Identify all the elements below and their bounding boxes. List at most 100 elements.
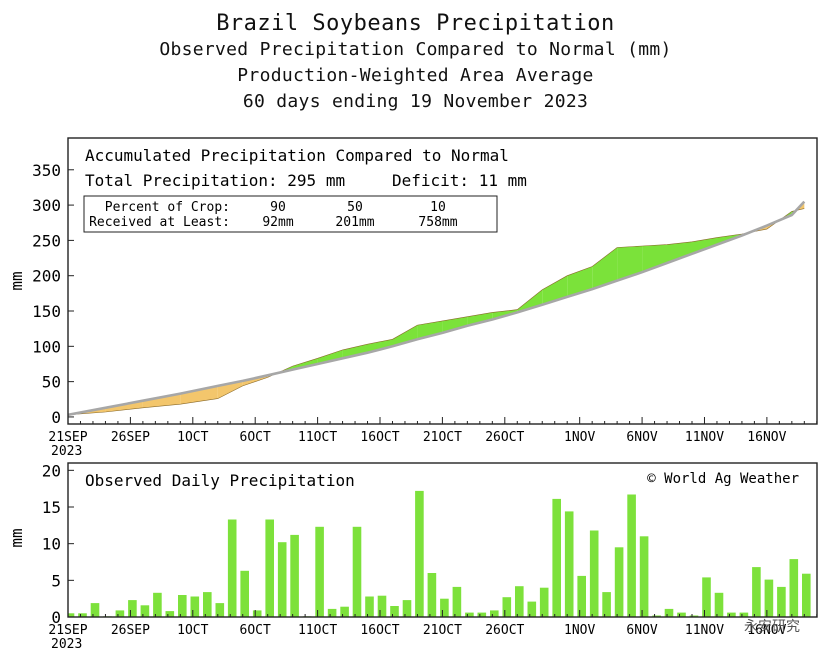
daily-precip-bar	[602, 592, 611, 617]
daily-precip-bar	[764, 579, 774, 617]
daily-precip-bar	[564, 511, 574, 617]
daily-precip-bar	[277, 542, 287, 617]
top-x-tick-label: 26SEP	[111, 430, 150, 445]
daily-precip-bar	[477, 612, 487, 617]
bottom-x-tick-label: 21SEP	[48, 623, 87, 638]
top-x-tick-label: 6OCT	[240, 430, 271, 445]
received-value-3: 758mm	[418, 215, 457, 230]
chart-title: Brazil Soybeans Precipitation	[216, 11, 615, 36]
daily-precip-bar	[252, 610, 262, 617]
daily-precip-bar	[78, 613, 87, 617]
daily-precip-bar	[265, 519, 274, 617]
daily-precip-bar	[377, 595, 387, 617]
daily-precip-bar	[465, 612, 474, 617]
bottom-y-tick-label: 0	[51, 608, 61, 627]
surplus-area	[292, 358, 318, 370]
crop-value-10: 10	[430, 200, 446, 215]
bottom-x-tick-label: 26SEP	[111, 623, 150, 638]
chart-subtitle-1: Observed Precipitation Compared to Norma…	[159, 39, 672, 60]
top-panel-title: Accumulated Precipitation Compared to No…	[85, 146, 509, 165]
daily-precip-bar	[527, 601, 537, 617]
daily-precip-bar	[552, 498, 561, 617]
crop-value-90: 90	[270, 200, 286, 215]
observed-line	[68, 208, 805, 416]
surplus-area	[342, 344, 368, 359]
daily-precip-bar	[652, 615, 661, 617]
top-x-tick-label: 1OCT	[177, 430, 208, 445]
surplus-area	[567, 266, 593, 297]
bottom-x-tick-label: 11NOV	[685, 623, 724, 638]
surplus-area	[692, 237, 717, 254]
deficit-area	[142, 393, 181, 408]
top-y-axis-label: mm	[7, 271, 26, 290]
daily-precip-bar	[752, 567, 761, 617]
top-x-tick-label: 26OCT	[485, 430, 524, 445]
daily-precip-bar	[664, 608, 674, 617]
daily-precip-bar	[390, 606, 399, 617]
daily-precip-bar	[90, 603, 100, 617]
daily-precip-bar	[440, 598, 449, 617]
bottom-x-year-label: 2023	[51, 637, 82, 652]
daily-precip-bar	[577, 575, 586, 617]
bottom-y-tick-label: 5	[51, 571, 61, 590]
daily-precip-bar	[365, 596, 374, 617]
daily-precip-bar	[203, 592, 212, 617]
daily-precip-bar	[227, 519, 237, 617]
daily-precip-bar	[290, 534, 299, 617]
surplus-area	[667, 241, 692, 263]
bottom-y-tick-label: 10	[42, 535, 61, 554]
bottom-y-axis-label: mm	[7, 528, 26, 547]
bottom-x-tick-label: 6NOV	[626, 623, 657, 638]
accumulated-panel: Accumulated Precipitation Compared to No…	[7, 137, 818, 459]
daily-precip-bar	[515, 586, 524, 617]
surplus-area	[367, 339, 393, 353]
surplus-area	[442, 316, 468, 333]
deficit-area	[180, 385, 218, 405]
top-y-tick-label: 350	[32, 161, 61, 180]
daily-precip-bar	[789, 559, 799, 617]
daily-precip-bar	[415, 490, 424, 617]
daily-precip-bar	[115, 610, 125, 617]
daily-precip-bar	[490, 610, 499, 617]
daily-precip-bar	[452, 586, 462, 617]
top-x-tick-label: 21OCT	[423, 430, 462, 445]
bottom-x-tick-label: 16OCT	[360, 623, 399, 638]
bottom-x-tick-label: 1NOV	[564, 623, 595, 638]
daily-precip-bar	[215, 603, 225, 617]
top-y-tick-label: 300	[32, 196, 61, 215]
bottom-x-tick-label: 6OCT	[240, 623, 271, 638]
surplus-area	[592, 247, 618, 290]
daily-precip-bar	[68, 613, 75, 617]
top-y-tick-label: 100	[32, 337, 61, 356]
chart-subtitle-2: Production-Weighted Area Average	[237, 65, 594, 86]
daily-precip-bar	[327, 608, 337, 617]
bottom-y-tick-label: 15	[42, 498, 61, 517]
crop-value-50: 50	[347, 200, 363, 215]
daily-precip-bar	[165, 611, 175, 617]
daily-precip-bar	[240, 570, 249, 617]
deficit-text: Deficit: 11 mm	[392, 171, 527, 190]
daily-precip-bar	[614, 547, 624, 617]
top-y-tick-label: 0	[51, 408, 61, 427]
daily-precip-bar	[128, 600, 137, 617]
surplus-area	[317, 349, 343, 364]
daily-precip-bar	[802, 573, 811, 617]
watermark-text: 永安研究	[744, 619, 800, 635]
top-y-tick-label: 50	[42, 373, 61, 392]
top-x-tick-label: 6NOV	[626, 430, 657, 445]
top-y-tick-label: 250	[32, 231, 61, 250]
daily-precip-bar	[502, 597, 512, 617]
daily-precip-bar	[589, 530, 599, 617]
daily-precip-bar	[352, 526, 362, 617]
bottom-x-tick-label: 26OCT	[485, 623, 524, 638]
bottom-x-tick-label: 1OCT	[177, 623, 208, 638]
daily-precip-bar	[427, 573, 437, 617]
received-value-2: 201mm	[335, 215, 374, 230]
daily-precip-bar	[777, 586, 786, 617]
normal-line	[68, 200, 806, 417]
daily-precip-bar	[727, 612, 736, 617]
surplus-area	[617, 246, 643, 281]
daily-precip-bar	[639, 536, 649, 617]
daily-precip-bar	[178, 595, 187, 617]
